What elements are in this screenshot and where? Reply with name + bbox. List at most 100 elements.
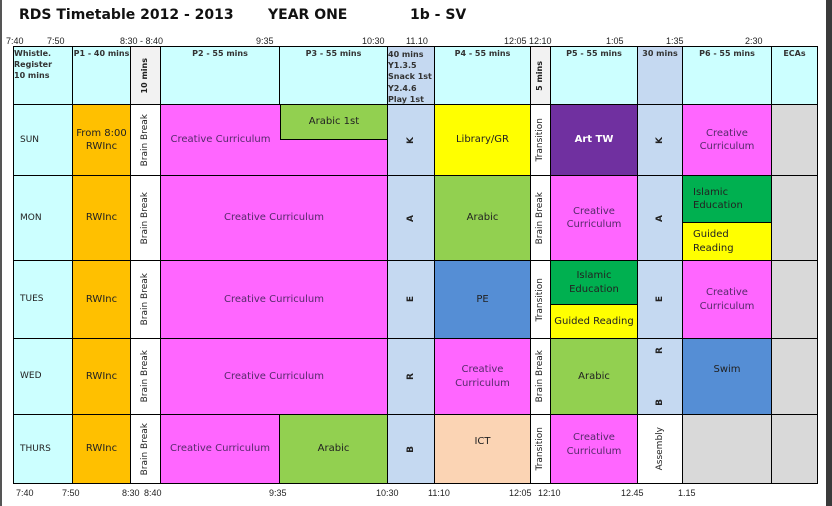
cell-text: R [405, 373, 416, 380]
sun-transition: Transition [531, 105, 551, 176]
time-label: 10:30 [376, 488, 399, 498]
timetable-grid: Whistle. Register 10 mins P1 - 40 mins 1… [13, 46, 818, 484]
mon-break-30: A [638, 176, 683, 261]
tues-ecas [772, 261, 817, 339]
header-text: Play 1st [388, 94, 424, 104]
time-label: 8:40 [144, 488, 162, 498]
window-left-edge [0, 0, 2, 506]
mon-ecas [772, 176, 817, 261]
wed-snack: R [388, 339, 435, 415]
cell-text: Brain Break [535, 350, 546, 403]
header-p2: P2 - 55 mins [161, 47, 280, 105]
thurs-p2: Creative Curriculum [161, 415, 280, 483]
day-sun: SUN [14, 105, 73, 176]
time-label: 11:10 [428, 488, 450, 498]
wed-brain-break: Brain Break [131, 339, 161, 415]
header-whistle: Whistle. Register 10 mins [14, 47, 73, 105]
header-text: 40 mins [388, 50, 424, 59]
tues-p5-guided-reading: Guided Reading [551, 305, 638, 339]
time-label: 1.15 [678, 488, 696, 498]
sun-p4: Library/GR [435, 105, 531, 176]
wed-p2-p3: Creative Curriculum [161, 339, 388, 415]
thurs-p4: ICT [435, 415, 531, 483]
cell-text: A [654, 214, 665, 222]
header-ecas: ECAs [772, 47, 817, 105]
time-label: 7:50 [47, 36, 65, 46]
header-text: Y2.4.6 [388, 83, 417, 93]
header-p5: P5 - 55 mins [551, 47, 638, 105]
sun-snack: K [388, 105, 435, 176]
time-label: 1:35 [666, 36, 684, 46]
tues-brain-break: Brain Break [131, 261, 161, 339]
tues-p2-p3: Creative Curriculum [161, 261, 388, 339]
mon-snack: A [388, 176, 435, 261]
cell-text: Brain Break [535, 191, 546, 245]
mon-brain-break: Brain Break [131, 176, 161, 261]
year-label: YEAR ONE [268, 7, 348, 23]
class-label: 1b - SV [410, 7, 467, 23]
header-snack: 40 mins Y1.3.5 Snack 1st Y2.4.6 Play 1st [388, 47, 435, 105]
sun-break-30: K [638, 105, 683, 176]
header-text: Snack 1st [388, 72, 432, 82]
cell-text: E [654, 296, 665, 303]
header-p3: P3 - 55 mins [280, 47, 388, 105]
tues-p5-islamic: Islamic Education [551, 261, 638, 305]
header-break-5: 5 mins [531, 47, 551, 105]
day-tues: TUES [14, 261, 73, 339]
tues-transition: Transition [531, 261, 551, 339]
cell-text: Assembly [654, 427, 665, 471]
time-label: 9:35 [256, 36, 274, 46]
header-text: Register [14, 59, 53, 69]
cell-text: R [654, 347, 665, 354]
cell-text: B [654, 399, 665, 406]
time-label: 2:30 [745, 36, 763, 46]
time-label: 8:30 - 8:40 [120, 36, 164, 46]
cell-text: K [654, 136, 665, 144]
header-p1: P1 - 40 mins [73, 47, 131, 105]
time-label: 9:35 [269, 488, 287, 498]
tues-p6: Creative Curriculum [683, 261, 772, 339]
time-label: 7:40 [6, 36, 24, 46]
cell-text: Brain Break [140, 191, 151, 245]
cell-text: Brain Break [140, 113, 151, 167]
time-label: 7:50 [62, 488, 80, 498]
cell-text: Transition [535, 118, 546, 162]
thurs-p6 [683, 415, 772, 483]
thurs-p3: Arabic [280, 415, 388, 483]
cell-text: Brain Break [140, 273, 151, 326]
timetable-title: RDS Timetable 2012 - 2013 [19, 7, 234, 23]
day-wed: WED [14, 339, 73, 415]
sun-p6: Creative Curriculum [683, 105, 772, 176]
time-label: 12:05 12:10 [504, 36, 552, 46]
cell-text: K [405, 136, 416, 144]
header-text: Whistle. [14, 49, 52, 58]
header-p4: P4 - 55 mins [435, 47, 531, 105]
sun-brain-break: Brain Break [131, 105, 161, 176]
time-label: 10:30 [362, 36, 385, 46]
mon-p2-p3: Creative Curriculum [161, 176, 388, 261]
mon-p5: Creative Curriculum [551, 176, 638, 261]
sun-p1: From 8:00 RWInc [73, 105, 131, 176]
wed-p4: Creative Curriculum [435, 339, 531, 415]
time-label: 12.45 [621, 488, 644, 498]
sun-p3-arabic: Arabic 1st [280, 105, 388, 140]
cell-text: B [405, 445, 416, 453]
header-text: Y1.3.5 [388, 61, 417, 71]
thurs-p1: RWInc [73, 415, 131, 483]
cell-text: A [405, 214, 416, 222]
thurs-brain-break: Brain Break [131, 415, 161, 483]
time-label: 1:05 [606, 36, 624, 46]
day-mon: MON [14, 176, 73, 261]
window-scrollbar[interactable] [826, 0, 832, 506]
header-text: 10 mins [14, 70, 50, 80]
header-text: 10 mins [140, 57, 150, 94]
sun-p3-creative [280, 140, 388, 176]
wed-p6: Swim [683, 339, 772, 415]
cell-text: Transition [535, 427, 546, 471]
time-label: 12:10 [538, 488, 561, 498]
mon-p6-islamic: Islamic Education [683, 176, 772, 223]
time-label: 11.10 [406, 36, 428, 46]
header-break-10: 10 mins [131, 47, 161, 105]
thurs-snack: B [388, 415, 435, 483]
thurs-ecas [772, 415, 817, 483]
